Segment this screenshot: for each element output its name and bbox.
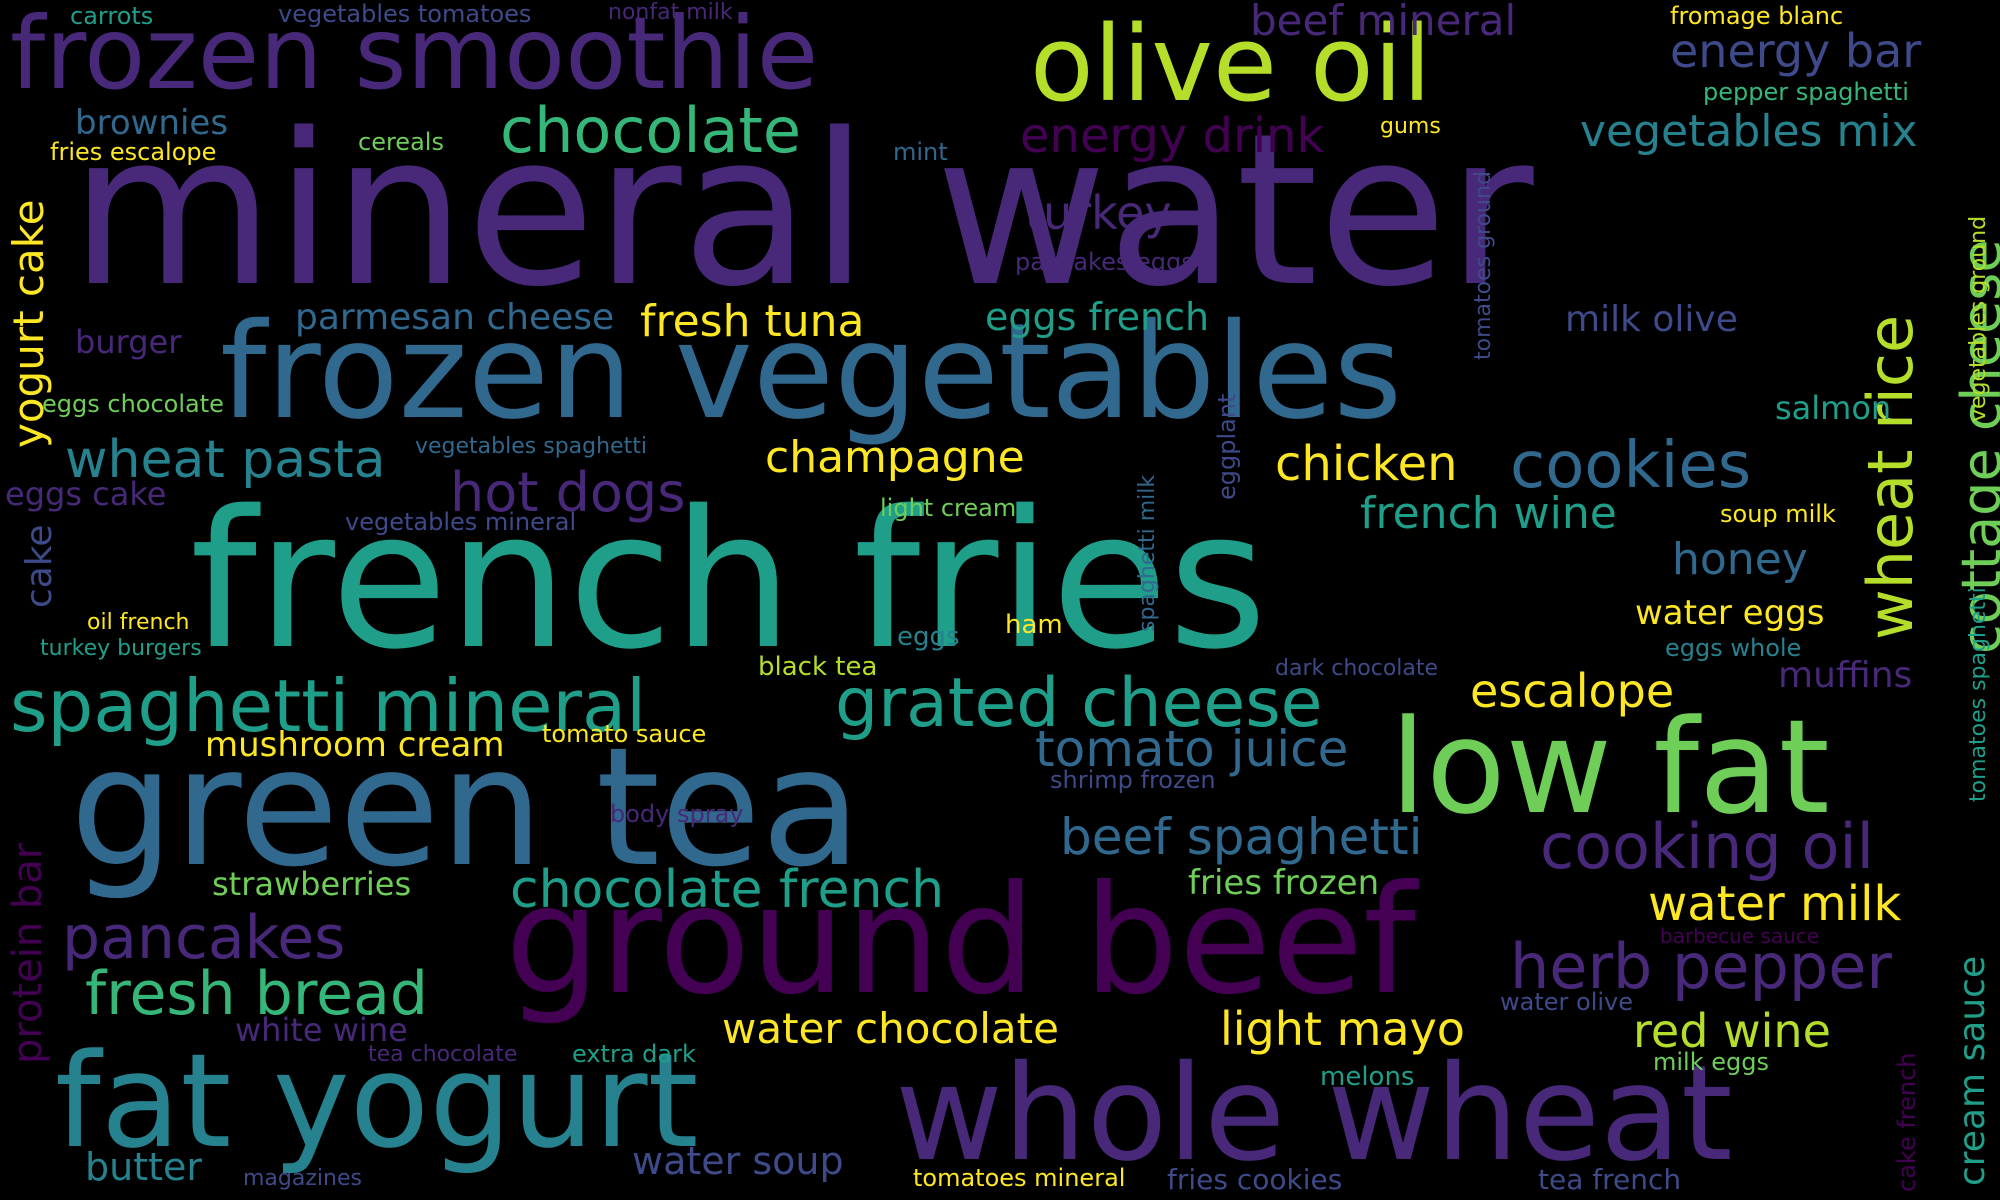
word-protein-bar: protein bar [5,842,51,1064]
word-water-olive: water olive [1500,988,1633,1016]
word-energy-bar: energy bar [1670,24,1922,78]
word-hot-dogs: hot dogs [450,461,686,524]
word-tea-french: tea french [1538,1163,1682,1196]
word-extra-dark: extra dark [572,1040,696,1068]
word-fat-yogurt: fat yogurt [55,1025,699,1177]
word-tea-chocolate: tea chocolate [368,1042,518,1067]
word-eggs-cake: eggs cake [5,475,167,513]
word-tomato-sauce: tomato sauce [542,720,707,748]
word-red-wine: red wine [1633,1004,1831,1058]
word-ground-beef: ground beef [505,854,1416,1028]
word-muffins: muffins [1778,655,1913,696]
word-tomatoes-ground: tomatoes ground [1471,171,1496,360]
word-water-milk: water milk [1648,876,1902,932]
word-milk-eggs: milk eggs [1653,1048,1769,1076]
word-frozen-smoothie: frozen smoothie [10,0,819,112]
word-whole-wheat: whole wheat [895,1037,1733,1191]
word-cream-sauce: cream sauce [1952,955,1993,1186]
word-green-tea: green tea [70,712,862,903]
word-olive-oil: olive oil [1030,3,1432,125]
word-eggs: eggs [897,622,960,652]
word-vegetables-tomatoes: vegetables tomatoes [278,0,532,28]
word-fresh-bread: fresh bread [85,959,428,1029]
word-low-fat: low fat [1390,691,1830,843]
word-mint: mint [893,138,948,166]
word-eggs-chocolate: eggs chocolate [42,390,224,418]
word-burger: burger [75,323,182,361]
word-shrimp-frozen: shrimp frozen [1050,766,1216,794]
word-frozen-vegetables: frozen vegetables [220,295,1403,449]
word-cake-french: cake french [1893,1052,1921,1192]
word-vegetables-ground: vegetables ground [1966,215,1991,422]
word-spaghetti-mineral: spaghetti mineral [10,664,647,748]
word-fromage-blanc: fromage blanc [1670,2,1844,30]
word-vegetables-mineral: vegetables mineral [345,508,577,536]
word-barbecue-sauce: barbecue sauce [1660,924,1820,948]
word-vegetables-spaghetti: vegetables spaghetti [415,434,647,459]
word-black-tea: black tea [758,652,878,682]
word-eggplant: eggplant [1213,393,1241,500]
word-water-chocolate: water chocolate [722,1004,1059,1053]
word-parmesan-cheese: parmesan cheese [295,297,615,338]
word-fries-escalope: fries escalope [50,138,217,166]
word-honey: honey [1672,534,1808,585]
word-wheat-rice: wheat rice [1854,314,1927,640]
word-french-wine: french wine [1360,488,1617,539]
word-spaghetti-milk: spaghetti milk [1135,474,1160,632]
word-butter: butter [85,1145,203,1189]
word-melons: melons [1320,1062,1415,1092]
word-ham: ham [1005,610,1063,640]
word-strawberries: strawberries [212,865,412,903]
word-oil-french: oil french [87,610,190,635]
word-tomatoes-mineral: tomatoes mineral [913,1164,1126,1192]
word-herb-pepper: herb pepper [1510,930,1892,1003]
word-chocolate-french: chocolate french [510,860,945,920]
word-fries-cookies: fries cookies [1167,1163,1343,1196]
word-beef-spaghetti: beef spaghetti [1060,808,1423,866]
word-escalope: escalope [1470,664,1675,718]
word-body-spray: body spray [610,800,744,828]
word-turkey-burgers: turkey burgers [40,636,202,661]
word-pancakes-eggs: pancakes eggs [1015,248,1194,276]
word-beef-mineral: beef mineral [1250,0,1517,45]
word-wheat-pasta: wheat pasta [65,430,386,490]
word-white-wine: white wine [235,1011,408,1049]
word-tomatoes-spaghetti: tomatoes spaghetti [1966,587,1991,802]
word-fresh-tuna: fresh tuna [640,296,865,347]
word-water-eggs: water eggs [1635,593,1825,633]
word-milk-olive: milk olive [1565,299,1738,340]
word-mushroom-cream: mushroom cream [205,725,505,765]
word-mineral-water: mineral water [70,88,1534,333]
word-fries-frozen: fries frozen [1188,863,1380,903]
word-vegetables-mix: vegetables mix [1580,106,1918,157]
word-magazines: magazines [243,1166,362,1191]
word-french-fries: french fries [190,470,1268,691]
word-salmon: salmon [1775,389,1892,427]
word-cookies: cookies [1510,429,1752,503]
word-eggs-whole: eggs whole [1665,634,1802,662]
word-eggs-french: eggs french [985,295,1210,339]
word-gums: gums [1380,114,1441,139]
word-cake: cake [19,524,60,608]
word-grated-cheese: grated cheese [835,664,1323,743]
word-champagne: champagne [765,432,1025,483]
word-soup-milk: soup milk [1720,500,1836,528]
word-carrots: carrots [70,2,154,30]
word-pancakes: pancakes [62,903,346,973]
word-pepper-spaghetti: pepper spaghetti [1703,78,1909,106]
word-turkey: turkey [1025,186,1172,240]
word-tomato-juice: tomato juice [1035,720,1349,778]
word-energy-drink: energy drink [1020,108,1325,164]
word-chocolate: chocolate [500,94,802,167]
word-water-soup: water soup [632,1139,844,1183]
word-nonfat-milk: nonfat milk [608,0,733,25]
word-cooking-oil: cooking oil [1540,810,1874,883]
word-brownies: brownies [75,103,229,143]
word-light-mayo: light mayo [1220,1002,1465,1056]
word-dark-chocolate: dark chocolate [1275,656,1439,681]
word-light-cream: light cream [880,494,1017,522]
word-chicken: chicken [1275,436,1458,492]
word-cereals: cereals [358,128,444,156]
